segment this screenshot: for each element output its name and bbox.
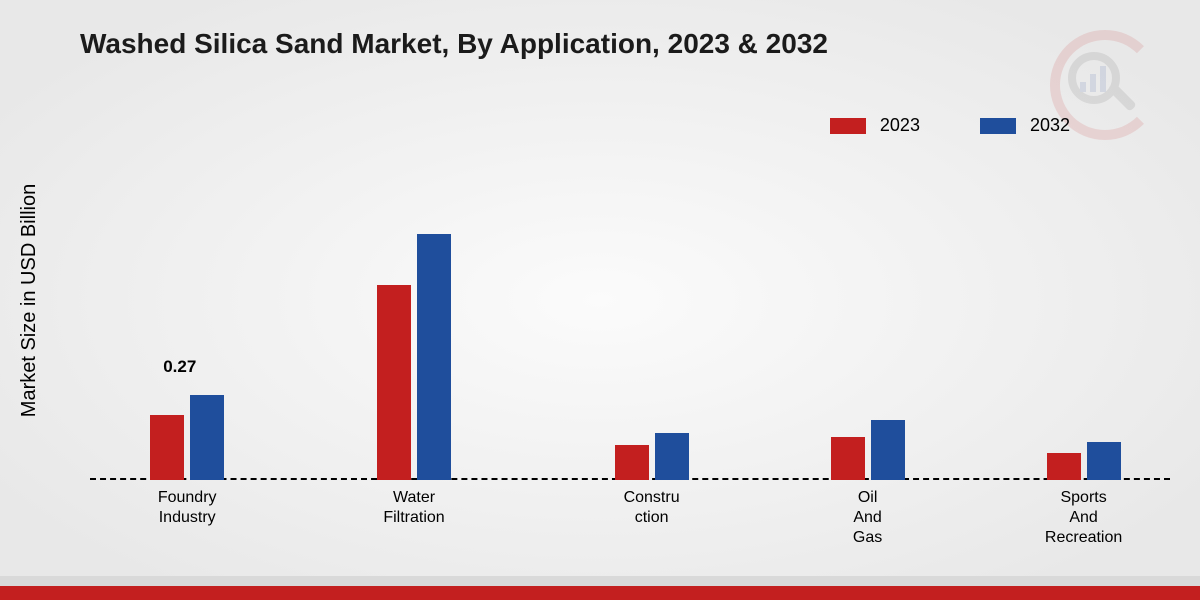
bar-foundry-2032 [190,395,224,480]
legend-item-2032: 2032 [980,115,1070,136]
x-label-oilgas: Oil And Gas [853,480,882,548]
footer-bar [0,586,1200,600]
legend-swatch-2032 [980,118,1016,134]
legend-item-2023: 2023 [830,115,920,136]
legend-swatch-2023 [830,118,866,134]
chart-title: Washed Silica Sand Market, By Applicatio… [80,28,828,60]
y-axis-label-wrap: Market Size in USD Billion [10,0,50,600]
bar-sports-2032 [1087,442,1121,480]
bar-construction-2032 [655,433,689,480]
x-label-construction: Constru ction [624,480,680,528]
logo-bars-icon [1080,64,1106,92]
x-label-sports: Sports And Recreation [1045,480,1122,548]
bar-water-2023 [377,285,411,480]
value-label-foundry: 0.27 [163,357,196,377]
bar-group-construction: Constru ction [615,433,689,480]
bar-group-sports: Sports And Recreation [1047,442,1121,480]
bar-construction-2023 [615,445,649,480]
x-label-water: Water Filtration [383,480,444,528]
legend-label-2023: 2023 [880,115,920,136]
bar-group-oilgas: Oil And Gas [831,420,905,480]
chart-page: Washed Silica Sand Market, By Applicatio… [0,0,1200,600]
footer-underlay [0,576,1200,586]
bar-group-water: Water Filtration [377,234,451,480]
y-axis-label: Market Size in USD Billion [19,183,42,416]
legend-label-2032: 2032 [1030,115,1070,136]
bar-sports-2023 [1047,453,1081,480]
x-label-foundry: Foundry Industry [158,480,217,528]
bar-group-foundry: Foundry Industry [150,395,224,480]
bar-oilgas-2032 [871,420,905,480]
bar-foundry-2023 [150,415,184,480]
bar-oilgas-2023 [831,437,865,480]
bar-water-2032 [417,234,451,480]
legend: 2023 2032 [830,115,1070,136]
plot-area: Foundry Industry Water Filtration Constru … [90,165,1170,480]
